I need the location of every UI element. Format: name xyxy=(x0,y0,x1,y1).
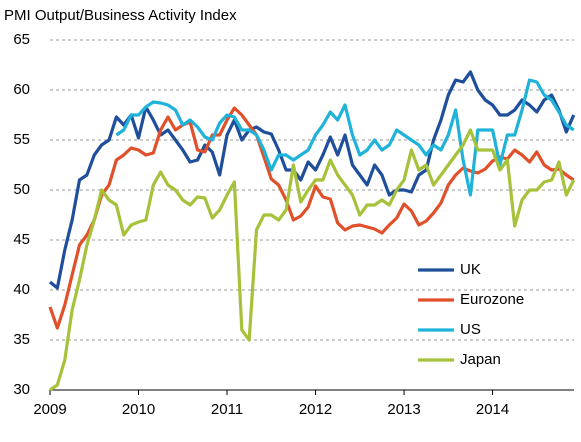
legend-label: UK xyxy=(460,261,481,278)
x-tick-label: 2013 xyxy=(387,401,420,418)
y-tick-label: 65 xyxy=(13,31,30,48)
legend-label: US xyxy=(460,321,481,338)
x-tick-label: 2010 xyxy=(122,401,155,418)
y-tick-label: 40 xyxy=(13,281,30,298)
y-tick-label: 55 xyxy=(13,131,30,148)
y-tick-label: 45 xyxy=(13,231,30,248)
series-line xyxy=(48,106,575,330)
y-tick-label: 60 xyxy=(13,81,30,98)
x-tick-label: 2014 xyxy=(476,401,509,418)
x-tick-label: 2009 xyxy=(33,401,66,418)
x-tick-label: 2012 xyxy=(299,401,332,418)
x-tick-label: 2011 xyxy=(211,401,243,418)
y-tick-label: 35 xyxy=(13,331,30,348)
legend-label: Eurozone xyxy=(460,291,524,308)
series-line xyxy=(48,70,576,290)
series-line xyxy=(115,78,575,197)
legend-label: Japan xyxy=(460,351,501,368)
series-line xyxy=(49,128,576,392)
y-tick-label: 30 xyxy=(13,381,30,398)
y-tick-label: 50 xyxy=(13,181,30,198)
chart-title: PMI Output/Business Activity Index xyxy=(4,7,237,24)
